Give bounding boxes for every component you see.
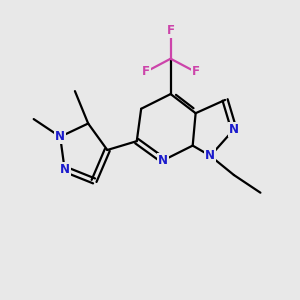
Text: N: N [60, 163, 70, 176]
Text: N: N [229, 123, 239, 136]
Text: N: N [158, 154, 168, 167]
Text: F: F [192, 65, 200, 79]
Text: F: F [142, 65, 150, 79]
Text: F: F [167, 24, 175, 37]
Text: N: N [55, 130, 65, 143]
Text: N: N [206, 149, 215, 162]
